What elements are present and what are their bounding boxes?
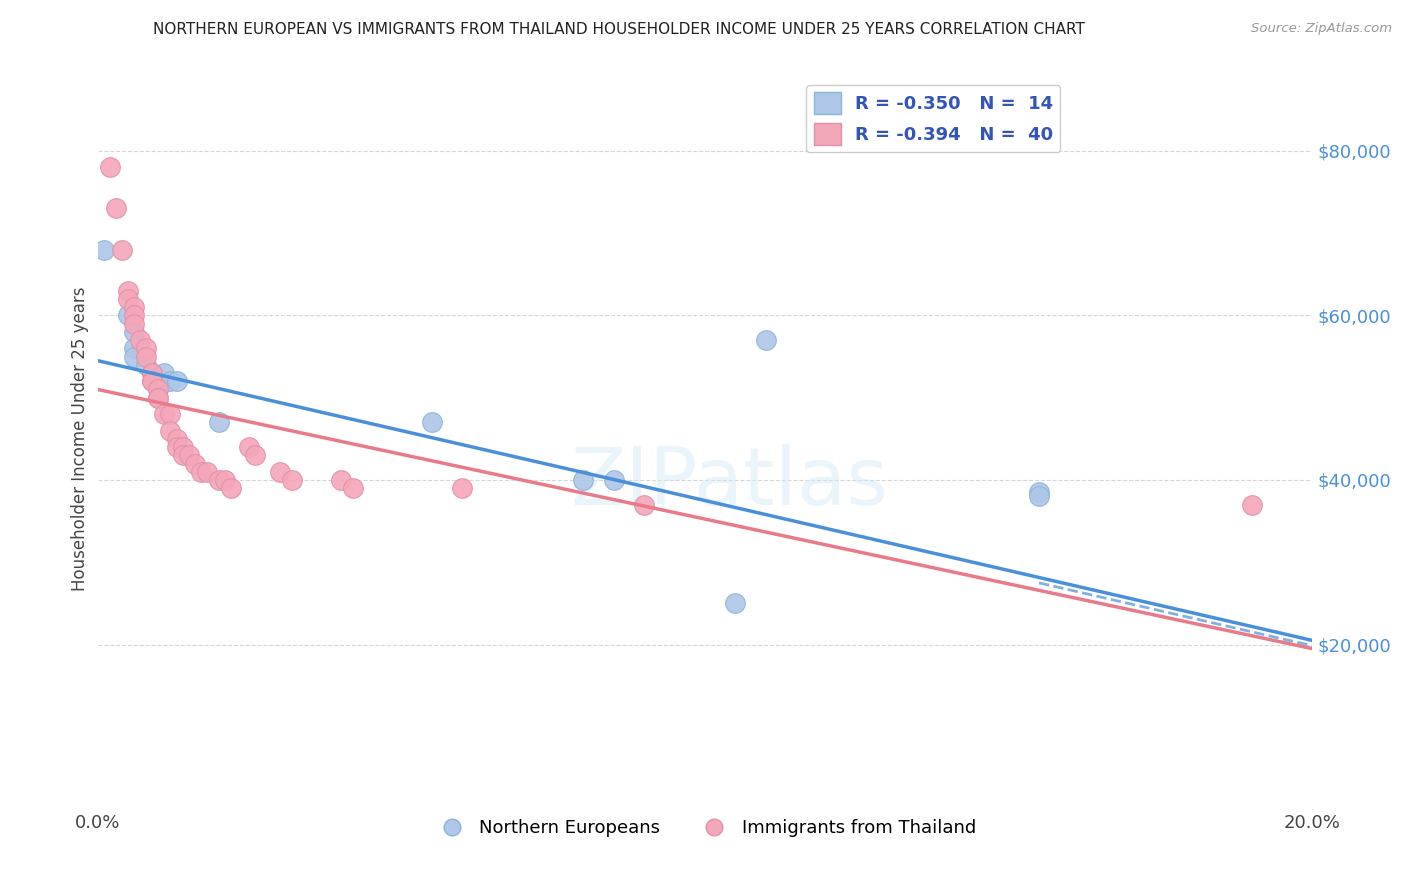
Point — [177, 448, 200, 462]
Point — [122, 317, 145, 331]
Point — [1028, 490, 1050, 504]
Point — [117, 292, 139, 306]
Point — [238, 440, 260, 454]
Point — [166, 440, 188, 454]
Point — [159, 424, 181, 438]
Point — [159, 407, 181, 421]
Point — [141, 366, 163, 380]
Point — [208, 416, 231, 430]
Point — [214, 473, 236, 487]
Point — [172, 440, 194, 454]
Point — [148, 383, 170, 397]
Point — [135, 358, 157, 372]
Text: Source: ZipAtlas.com: Source: ZipAtlas.com — [1251, 22, 1392, 36]
Point — [1240, 498, 1263, 512]
Point — [190, 465, 212, 479]
Point — [329, 473, 352, 487]
Point — [122, 341, 145, 355]
Point — [148, 391, 170, 405]
Point — [269, 465, 291, 479]
Point — [420, 416, 443, 430]
Y-axis label: Householder Income Under 25 years: Householder Income Under 25 years — [72, 286, 89, 591]
Point — [135, 341, 157, 355]
Point — [195, 465, 218, 479]
Point — [572, 473, 595, 487]
Text: NORTHERN EUROPEAN VS IMMIGRANTS FROM THAILAND HOUSEHOLDER INCOME UNDER 25 YEARS : NORTHERN EUROPEAN VS IMMIGRANTS FROM THA… — [153, 22, 1084, 37]
Point — [117, 309, 139, 323]
Point — [166, 432, 188, 446]
Point — [148, 391, 170, 405]
Point — [141, 374, 163, 388]
Point — [122, 300, 145, 314]
Point — [281, 473, 304, 487]
Point — [153, 366, 176, 380]
Point — [342, 481, 364, 495]
Point — [117, 284, 139, 298]
Point — [135, 350, 157, 364]
Text: ZIPatlas: ZIPatlas — [571, 444, 889, 522]
Point — [98, 161, 121, 175]
Point — [122, 350, 145, 364]
Point — [122, 325, 145, 339]
Point — [111, 243, 134, 257]
Point — [755, 333, 778, 347]
Point — [219, 481, 242, 495]
Point — [633, 498, 655, 512]
Point — [93, 243, 115, 257]
Point — [166, 374, 188, 388]
Point — [172, 448, 194, 462]
Point — [159, 374, 181, 388]
Point — [129, 333, 152, 347]
Point — [141, 374, 163, 388]
Point — [104, 202, 127, 216]
Point — [245, 448, 267, 462]
Point — [153, 407, 176, 421]
Point — [451, 481, 474, 495]
Point — [122, 309, 145, 323]
Legend: Northern Europeans, Immigrants from Thailand: Northern Europeans, Immigrants from Thai… — [427, 812, 983, 845]
Point — [1028, 485, 1050, 500]
Point — [148, 383, 170, 397]
Point — [208, 473, 231, 487]
Point — [603, 473, 626, 487]
Point — [724, 596, 747, 610]
Point — [141, 366, 163, 380]
Point — [184, 457, 207, 471]
